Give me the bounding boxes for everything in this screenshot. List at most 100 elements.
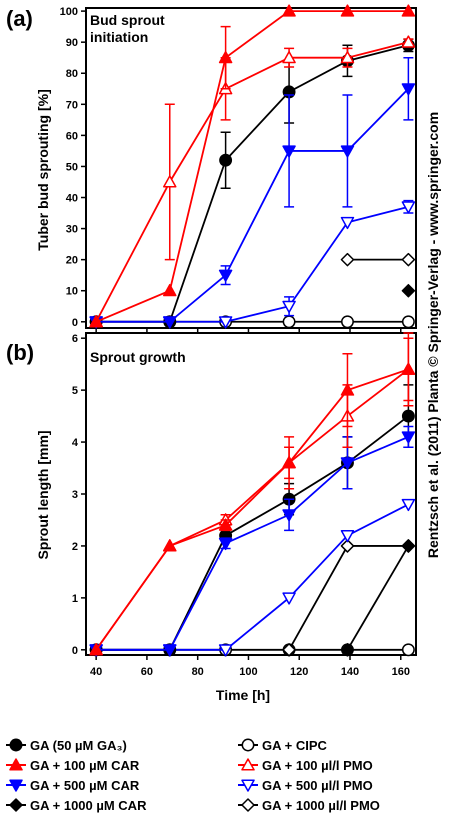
series-line — [346, 545, 410, 651]
legend-swatch-marker — [241, 798, 255, 812]
panel-b-y-tick-label: 2 — [72, 541, 78, 553]
panel-a-series-s7 — [340, 252, 416, 267]
data-point — [89, 315, 103, 328]
panel-a-series-s1 — [89, 4, 416, 328]
data-point — [340, 457, 355, 470]
data-point — [340, 50, 355, 64]
panel-a-series-s2 — [89, 56, 416, 329]
legend-entry: GA + 500 µM CAR — [6, 778, 140, 793]
copyright-note: Rentzsch et al. (2011) Planta © Springer… — [425, 112, 441, 558]
data-point — [89, 643, 103, 656]
data-point — [401, 201, 416, 214]
panel-b-letter: (b) — [6, 340, 34, 365]
legend-swatch-marker — [9, 779, 23, 792]
legend: GA (50 µM GA₃) GA + CIPC GA + 100 µM CAR GA… — [6, 738, 380, 813]
data-point — [340, 539, 355, 553]
panel-b-series-s0 — [89, 384, 415, 657]
data-point — [401, 283, 416, 298]
legend-label: GA + CIPC — [262, 738, 328, 753]
data-point — [401, 431, 416, 444]
data-point — [341, 315, 354, 329]
panel-b-y-tick-label: 0 — [72, 645, 78, 657]
data-point — [282, 315, 296, 329]
data-point — [401, 643, 415, 657]
panel-a-y-tick-label: 80 — [66, 68, 78, 80]
data-point — [340, 643, 355, 657]
series-line — [96, 436, 409, 651]
panel-b-x-tick-label: 40 — [90, 666, 102, 678]
data-point — [401, 409, 415, 423]
data-point — [163, 175, 177, 188]
panel-a-y-tick-label: 60 — [66, 130, 78, 142]
panel-b-x-tick-label: 100 — [239, 666, 257, 678]
data-point — [282, 456, 296, 469]
data-point — [401, 539, 416, 553]
panel-a-y-tick-label: 90 — [66, 37, 78, 49]
panel-b: (b) Sprout growth Sprout length [mm] Tim… — [6, 332, 417, 703]
panel-b-y-tick-label: 4 — [72, 437, 79, 449]
legend-entry: GA + 100 µl/l PMO — [238, 758, 373, 773]
legend-entry: GA (50 µM GA₃) — [6, 738, 127, 753]
data-point — [163, 539, 177, 552]
data-point — [401, 362, 416, 375]
panel-b-x-tick-label: 60 — [141, 666, 153, 678]
series-line — [288, 545, 409, 651]
panel-a-y-tick-label: 20 — [66, 255, 78, 267]
data-point — [218, 537, 233, 551]
panel-b-x-axis-title: Time [h] — [216, 687, 270, 703]
legend-swatch-marker — [241, 758, 255, 771]
data-point — [340, 252, 355, 267]
panel-b-series-s3 — [340, 539, 416, 657]
legend-label: GA + 100 µM CAR — [30, 758, 140, 773]
panel-b-series-s1 — [89, 337, 416, 656]
panel-b-plot-frame — [85, 332, 417, 656]
data-point — [340, 145, 355, 158]
series-line — [95, 10, 409, 323]
panel-b-x-tick-label: 80 — [192, 666, 204, 678]
legend-label: GA + 500 µl/l PMO — [262, 778, 373, 793]
panel-a-title-line2: initiation — [90, 29, 148, 45]
legend-label: GA + 100 µl/l PMO — [262, 758, 373, 773]
panel-b-x-tick-label: 140 — [341, 666, 359, 678]
panel-b-y-tick-label: 6 — [72, 333, 78, 345]
panel-b-series-s6 — [89, 498, 416, 657]
panel-a-title-line1: Bud sprout — [90, 12, 165, 28]
panel-a-y-tick-label: 10 — [66, 286, 78, 298]
panel-a-y-tick-label: 0 — [72, 317, 78, 329]
legend-entry: GA + CIPC — [238, 738, 328, 753]
panel-b-y-axis-title: Sprout length [mm] — [35, 430, 51, 559]
panel-a-plot: 0 10 20 30 40 50 60 70 80 90 100 — [60, 4, 417, 333]
legend-label: GA + 500 µM CAR — [30, 778, 140, 793]
legend-swatch-marker — [9, 758, 23, 771]
data-point — [282, 509, 296, 522]
panel-a-series-s5 — [89, 35, 416, 328]
legend-swatch-marker — [9, 738, 23, 752]
panel-b-title: Sprout growth — [90, 349, 186, 365]
panel-a-y-tick-label: 70 — [66, 99, 78, 111]
panel-a-y-tick-label: 40 — [66, 193, 78, 205]
panel-a-series-s0 — [89, 38, 415, 329]
data-point — [401, 35, 416, 48]
data-point — [218, 644, 233, 657]
series-line — [95, 41, 409, 323]
panel-a-y-tick-label: 30 — [66, 224, 78, 236]
panel-a-series-s3 — [401, 283, 416, 298]
panel-a: (a) Bud sprout initiation Tuber bud spro… — [6, 4, 417, 333]
data-point — [340, 529, 355, 543]
legend-entry: GA + 500 µl/l PMO — [238, 778, 373, 793]
legend-label: GA (50 µM GA₃) — [30, 738, 127, 753]
panel-b-y-tick-label: 5 — [72, 385, 78, 397]
data-point — [282, 300, 296, 314]
panel-a-y-tick-label: 100 — [60, 6, 78, 18]
data-point — [282, 50, 296, 64]
data-point — [401, 252, 416, 267]
panel-a-y-tick-label: 50 — [66, 161, 78, 173]
panel-a-plot-frame — [85, 7, 417, 329]
data-point — [340, 216, 355, 230]
panel-b-series-s2 — [89, 425, 416, 657]
data-point — [282, 592, 296, 605]
legend-swatch-marker — [241, 779, 255, 792]
series-line — [96, 415, 409, 651]
data-point — [219, 153, 233, 167]
data-point — [401, 4, 416, 17]
